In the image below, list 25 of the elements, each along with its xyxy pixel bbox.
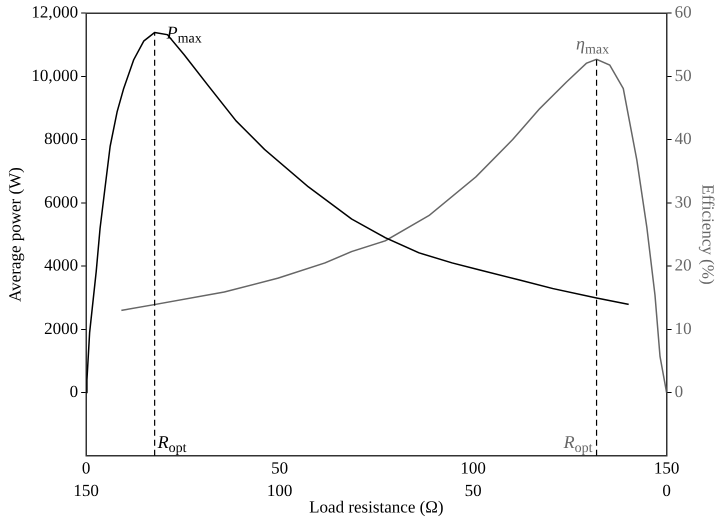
y2-axis-title: Efficiency (%) (698, 184, 718, 285)
y2-tick-label: 0 (674, 382, 684, 402)
y2-tick-label: 50 (674, 66, 692, 85)
x-tick-label: 0 (82, 458, 90, 478)
x2-tick-label: 50 (464, 480, 482, 500)
y-tick-label: 12,000 (31, 2, 78, 22)
x-tick-label: 50 (271, 458, 288, 478)
x-tick-label: 150 (654, 458, 680, 478)
y-tick-label: 10,000 (31, 66, 78, 85)
y2-tick-label: 20 (674, 256, 692, 275)
y-tick-label: 2000 (44, 318, 78, 338)
y2-tick-label: 60 (674, 2, 692, 22)
y2-tick-label: 10 (674, 318, 692, 338)
y-tick-label: 8000 (44, 129, 78, 148)
y-tick-label: 0 (70, 382, 78, 402)
x2-tick-label: 0 (662, 480, 671, 500)
x2-tick-label: 150 (73, 480, 99, 500)
y2-tick-label: 40 (674, 129, 692, 148)
y2-tick-label: 30 (674, 192, 692, 212)
y-tick-label: 4000 (44, 256, 78, 275)
x-axis-title: Load resistance (Ω) (309, 497, 444, 516)
y-tick-label: 6000 (44, 192, 78, 212)
x2-tick-label: 100 (266, 480, 292, 500)
y-axis-title: Average power (W) (6, 167, 25, 302)
x-tick-label: 100 (460, 458, 486, 478)
